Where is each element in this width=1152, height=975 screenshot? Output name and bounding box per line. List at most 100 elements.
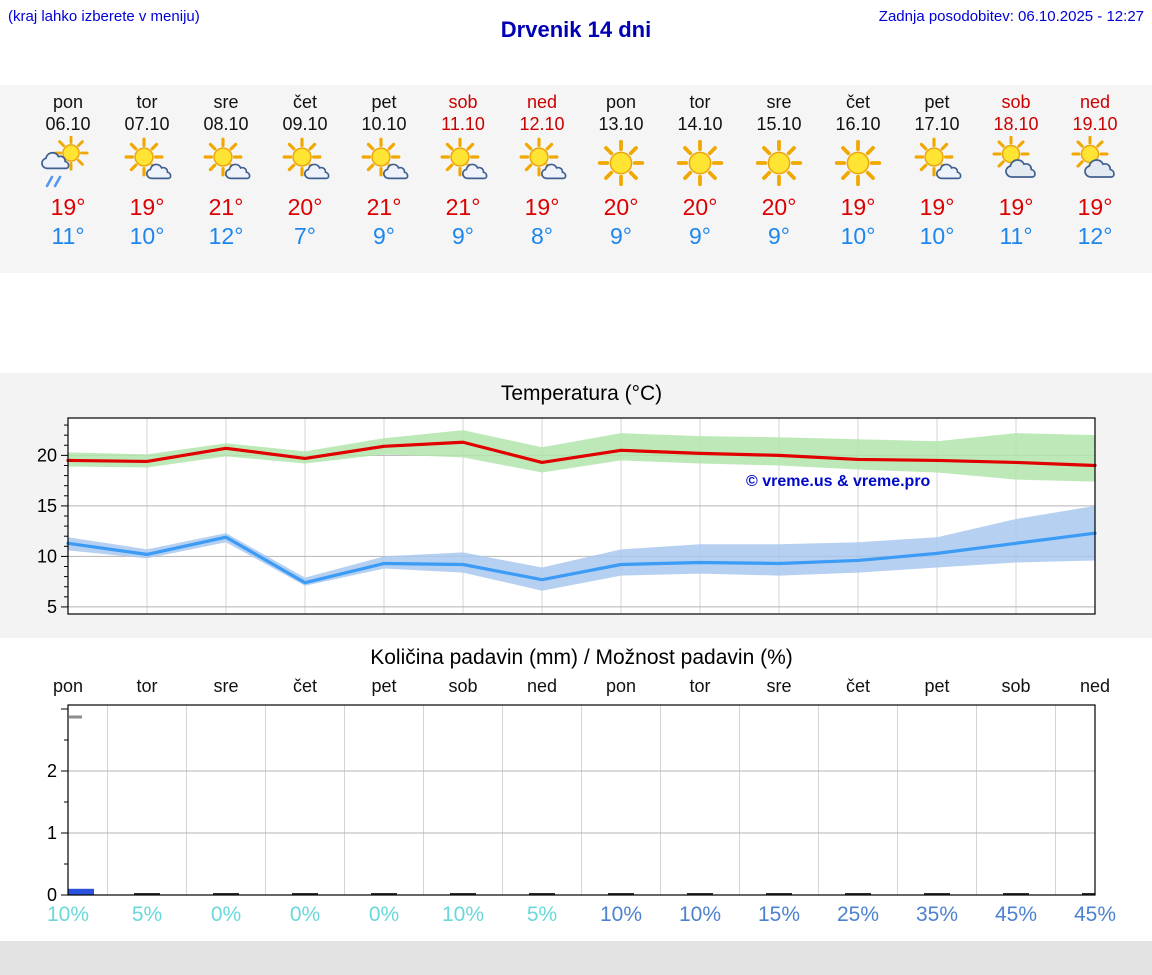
low-temp: 9° [610,223,632,249]
low-temp: 9° [768,223,790,249]
sun-cloud-icon [914,137,962,180]
day-date: 08.10 [203,114,249,134]
precip-zero-bar [371,893,397,895]
low-temp: 11° [999,223,1033,249]
weather-icon-wrap [898,136,977,192]
precip-day-label: sob [448,676,478,696]
sun-bigcloud-icon [1071,135,1115,178]
day-date: 14.10 [677,114,723,134]
high-temp: 21° [366,194,402,220]
day-name: pet [924,92,950,112]
y-axis-tick-label: 1 [47,823,57,843]
high-temp: 19° [129,194,165,220]
weather-icon-wrap [108,136,187,192]
y-axis-tick-label: 5 [47,597,57,617]
weather-icon-wrap [740,136,819,192]
weather-icon-wrap [424,136,503,192]
high-temp: 20° [287,194,323,220]
precip-probability-row: 10% 5% 0% 0% 0% 10% 5% 10% 10% 15% 25% 35% 45% 45% [0,903,1152,931]
rain-shape [53,175,62,188]
day-date: 07.10 [124,114,170,134]
sun-shape [834,139,882,187]
precip-zero-bar [529,893,555,895]
precip-day-label: pet [924,676,950,696]
sun-bigcloud-icon [992,135,1036,178]
max-temperature-line [66,440,1097,468]
precip-zero-bar [687,893,713,895]
footer-bar [0,941,1152,975]
high-temp: 20° [761,194,797,220]
day-date: 09.10 [282,114,328,134]
low-temp: 12° [208,223,244,249]
forecast-day-column: pon 06.10 19° 11° [29,91,108,250]
weather-icon-wrap [977,135,1056,192]
day-name: tor [136,92,158,112]
precip-zero-bar [1082,893,1095,895]
precip-day-label: čet [845,676,870,696]
weather-icon-wrap [582,136,661,192]
sun-shape [755,139,803,187]
high-temp: 20° [682,194,718,220]
day-date: 18.10 [993,114,1039,134]
day-name: sob [448,92,478,112]
precipitation-chart-title: Količina padavin (mm) / Možnost padavin … [370,646,793,669]
forecast-day-column: sob 18.10 19° 11° [977,91,1056,250]
precip-probability: 45% [994,903,1038,926]
forecast-day-column: čet 16.10 19° 10° [819,91,898,250]
sun-cloud-icon [519,137,567,180]
day-name: sre [766,92,792,112]
high-temp: 21° [208,194,244,220]
precip-zero-bar [292,893,318,895]
sun-cloud-icon [203,137,251,180]
precip-probability: 10% [441,903,485,926]
day-name: čet [292,92,317,112]
high-temp: 19° [50,194,86,220]
weather-icon-wrap [1056,135,1135,192]
low-temp: 8° [531,223,553,249]
sun-shape [361,137,401,177]
y-axis-tick-label: 10 [37,546,57,566]
menu-hint: (kraj lahko izberete v meniju) [8,8,200,25]
precip-probability: 5% [131,903,163,926]
precip-probability: 5% [526,903,558,926]
high-temp: 19° [524,194,560,220]
day-date: 17.10 [914,114,960,134]
low-temp: 9° [373,223,395,249]
sun-icon [597,139,645,187]
day-date: 16.10 [835,114,881,134]
precip-probability: 15% [757,903,801,926]
weather-icon-wrap [187,136,266,192]
y-axis-tick-label: 0 [47,885,57,905]
precip-zero-bar [450,893,476,895]
precip-zero-bar [766,893,792,895]
low-temp: 10° [129,223,165,249]
low-temp: 9° [452,223,474,249]
precip-zero-bar [924,893,950,895]
precip-probability: 0% [210,903,242,926]
sun-icon [834,139,882,187]
precip-bar [68,888,94,895]
low-temp: 10° [919,223,955,249]
day-date: 15.10 [756,114,802,134]
forecast-day-column: sre 08.10 21° 12° [187,91,266,250]
weather-icon-wrap [661,136,740,192]
cloud-shape [41,151,70,170]
rain-shape [45,175,54,188]
precip-day-label: ned [1079,676,1111,696]
cloud-shape [1084,159,1115,178]
day-date: 13.10 [598,114,644,134]
precip-probability: 0% [289,903,321,926]
y-axis-tick-label: 2 [47,761,57,781]
sun-cloud-icon [282,137,330,180]
precip-zero-bar [845,893,871,895]
precip-day-label: tor [689,676,711,696]
day-name: pon [605,92,637,112]
y-axis-tick-label: 20 [37,445,57,465]
low-temp: 10° [840,223,876,249]
day-date: 12.10 [519,114,565,134]
day-name: ned [1079,92,1111,112]
sun-shape [53,135,89,171]
precip-day-label: sre [213,676,239,696]
precip-probability: 10% [599,903,643,926]
high-temp: 19° [840,194,876,220]
